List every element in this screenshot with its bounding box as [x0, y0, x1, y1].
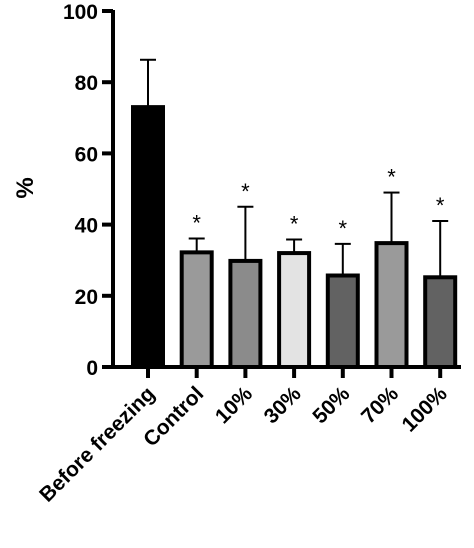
- significance-marker: *: [290, 212, 299, 237]
- axes: 0 20 40 60 80 100: [63, 1, 461, 380]
- significance-marker: *: [387, 165, 396, 190]
- significance-marker: *: [241, 179, 250, 204]
- significance-marker: *: [192, 210, 201, 235]
- bar: [228, 258, 263, 369]
- x-tick-label: 50%: [308, 382, 354, 428]
- y-tick-label: 60: [75, 143, 98, 166]
- y-tick-label: 20: [75, 286, 98, 309]
- x-tick-label: 100%: [397, 382, 451, 436]
- significance-marker: *: [436, 193, 445, 218]
- bar: [325, 273, 360, 369]
- bar: [423, 275, 458, 369]
- significance-marker: *: [339, 216, 348, 241]
- bar: [131, 105, 165, 370]
- bars: Before freezing*Control*10%*30%*50%*70%*…: [35, 58, 458, 507]
- x-tick-label: Before freezing: [35, 382, 159, 506]
- y-tick-label: 40: [75, 215, 98, 238]
- bar: [374, 241, 409, 369]
- x-tick-label: 30%: [260, 382, 306, 428]
- x-tick-label: 70%: [357, 382, 403, 428]
- y-tick-label: 100: [63, 1, 98, 24]
- bar: [277, 251, 312, 369]
- x-tick-label: 10%: [211, 382, 257, 428]
- y-tick-label: 80: [75, 72, 98, 95]
- y-tick-label: 0: [86, 357, 98, 380]
- bar: [179, 250, 214, 369]
- y-axis-label: %: [12, 177, 39, 198]
